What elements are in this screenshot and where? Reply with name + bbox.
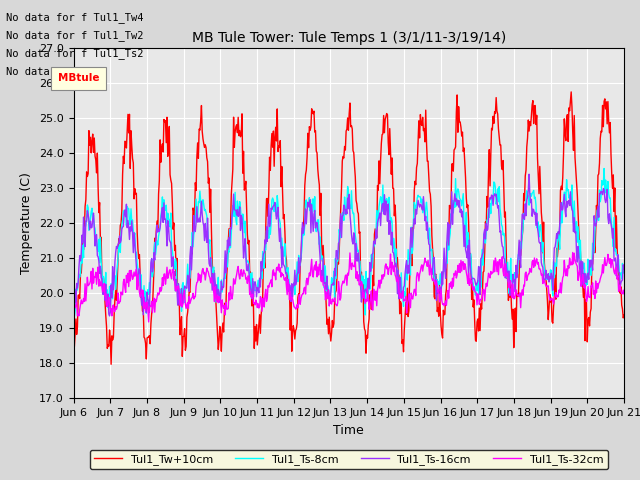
Tul1_Ts-32cm [193, 279, 201, 285]
Tul1_Ts-8cm [222, 265, 230, 271]
Tul1_Tw+10cm [137, 295, 145, 300]
Tul1_Ts-32cm [136, 294, 144, 300]
Tul1_Ts-32cm [80, 296, 88, 301]
Line: Tul1_Ts-8cm: Tul1_Ts-8cm [74, 168, 624, 316]
Tul1_Ts-8cm [193, 219, 201, 225]
Tul1_Ts-16cm [417, 202, 424, 207]
Text: No data for f Tul1_Tw4: No data for f Tul1_Tw4 [6, 12, 144, 23]
Tul1_Tw+10cm [70, 337, 77, 343]
Tul1_Ts-32cm [569, 250, 577, 255]
Tul1_Ts-16cm [222, 270, 230, 276]
Tul1_Ts-16cm [70, 292, 77, 298]
Tul1_Ts-8cm [433, 292, 440, 298]
Tul1_Tw+10cm [222, 304, 230, 310]
Tul1_Ts-8cm [137, 272, 145, 277]
Line: Tul1_Ts-32cm: Tul1_Ts-32cm [74, 252, 624, 322]
Tul1_Ts-8cm [600, 166, 608, 171]
Tul1_Ts-16cm [433, 298, 440, 303]
Tul1_Tw+10cm [193, 155, 201, 160]
Tul1_Ts-32cm [145, 319, 152, 325]
Tul1_Tw+10cm [567, 89, 575, 95]
Tul1_Ts-32cm [620, 291, 628, 297]
Tul1_Ts-32cm [222, 300, 230, 305]
Tul1_Ts-8cm [620, 267, 628, 273]
Tul1_Tw+10cm [620, 312, 628, 318]
Line: Tul1_Tw+10cm: Tul1_Tw+10cm [74, 92, 624, 364]
Text: No data for f: No data for f [6, 67, 94, 77]
X-axis label: Time: Time [333, 424, 364, 437]
Tul1_Ts-8cm [81, 226, 88, 231]
Tul1_Ts-16cm [620, 266, 628, 272]
Tul1_Ts-16cm [80, 214, 88, 220]
Tul1_Ts-16cm [137, 294, 145, 300]
Tul1_Ts-8cm [417, 194, 424, 200]
Tul1_Ts-8cm [70, 297, 77, 303]
Line: Tul1_Ts-16cm: Tul1_Ts-16cm [74, 174, 624, 316]
Tul1_Ts-32cm [433, 277, 440, 283]
Tul1_Tw+10cm [108, 361, 115, 367]
Legend: Tul1_Tw+10cm, Tul1_Ts-8cm, Tul1_Ts-16cm, Tul1_Ts-32cm: Tul1_Tw+10cm, Tul1_Ts-8cm, Tul1_Ts-16cm,… [90, 449, 608, 469]
Tul1_Ts-16cm [106, 313, 113, 319]
Tul1_Tw+10cm [80, 247, 88, 252]
Tul1_Ts-8cm [70, 313, 78, 319]
Text: MBtule: MBtule [58, 73, 99, 83]
Tul1_Tw+10cm [433, 277, 440, 283]
Text: No data for f Tul1_Ts2: No data for f Tul1_Ts2 [6, 48, 144, 60]
Title: MB Tule Tower: Tule Temps 1 (3/1/11-3/19/14): MB Tule Tower: Tule Temps 1 (3/1/11-3/19… [191, 32, 506, 46]
Tul1_Ts-16cm [193, 204, 201, 210]
Y-axis label: Temperature (C): Temperature (C) [20, 172, 33, 274]
Tul1_Ts-16cm [525, 171, 533, 177]
Tul1_Ts-32cm [417, 268, 424, 274]
Text: No data for f Tul1_Tw2: No data for f Tul1_Tw2 [6, 30, 144, 41]
Tul1_Tw+10cm [417, 112, 424, 118]
Tul1_Ts-32cm [70, 312, 77, 317]
